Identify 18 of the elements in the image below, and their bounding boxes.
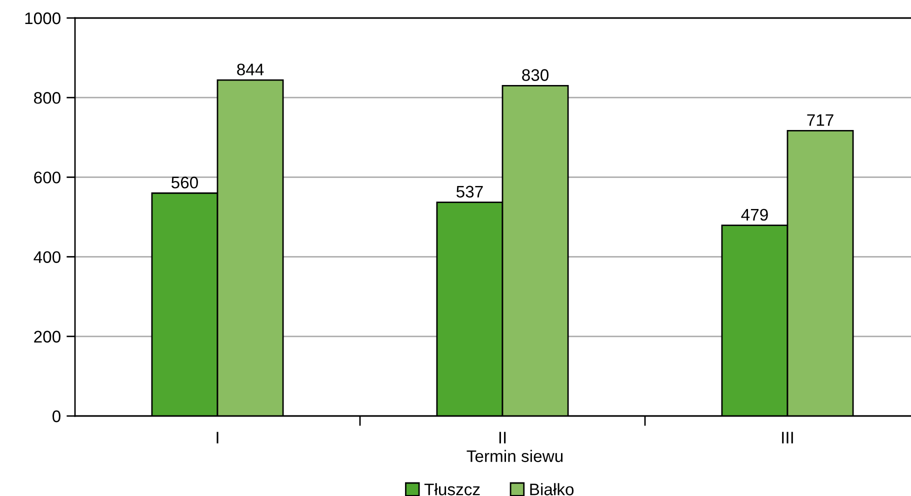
y-tick-label: 200 (34, 330, 60, 343)
data-label: 830 (522, 69, 549, 81)
y-tick-label: 600 (34, 172, 60, 184)
y-tick-label: 800 (34, 92, 60, 104)
x-axis-title: Termin siewu (466, 450, 563, 462)
y-tick-label: 400 (34, 251, 60, 264)
data-label: 844 (237, 64, 264, 76)
y-tick-label: 1000 (25, 12, 60, 24)
legend-label: Tłuszcz (424, 483, 480, 496)
data-label: 717 (807, 114, 834, 126)
data-label: 479 (741, 208, 768, 221)
x-tick-label: III (782, 432, 793, 444)
data-label: 537 (456, 186, 483, 198)
legend-label: Białko (530, 483, 574, 496)
x-tick-label: I (216, 432, 218, 444)
x-tick-label: II (499, 432, 506, 444)
y-tick-label: 0 (52, 410, 60, 422)
data-label: 560 (171, 176, 198, 188)
